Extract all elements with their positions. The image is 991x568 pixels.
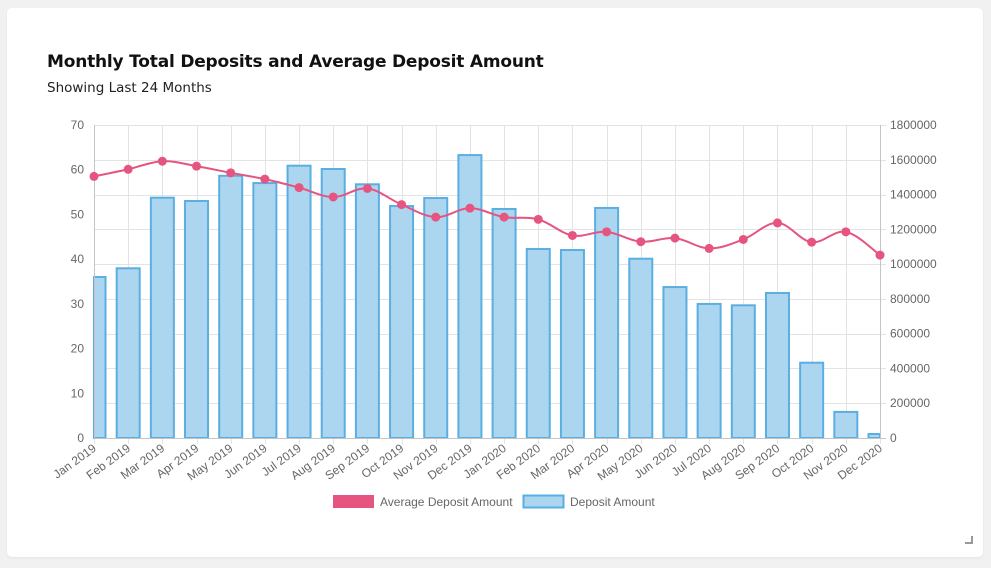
line-point bbox=[397, 200, 407, 210]
bar bbox=[115, 267, 141, 440]
line-point bbox=[533, 214, 543, 224]
bar bbox=[594, 206, 620, 439]
line-point bbox=[89, 171, 99, 181]
line-point bbox=[807, 237, 817, 247]
line-point bbox=[567, 230, 577, 240]
right-axis-tick-label: 1200000 bbox=[890, 222, 937, 236]
left-axis-tick-label: 50 bbox=[71, 207, 85, 221]
right-axis-tick-label: 800000 bbox=[890, 292, 930, 306]
legend-label-average: Average Deposit Amount bbox=[380, 495, 513, 509]
line-point bbox=[123, 164, 133, 174]
line-point bbox=[431, 212, 441, 222]
bar bbox=[833, 410, 859, 439]
bar bbox=[867, 433, 881, 439]
bar-series-deposit-amount bbox=[93, 154, 881, 440]
bar bbox=[559, 249, 585, 439]
bar bbox=[491, 207, 517, 439]
line-path bbox=[93, 160, 881, 256]
bar bbox=[149, 196, 175, 439]
bar bbox=[184, 199, 210, 439]
line-point bbox=[465, 203, 475, 213]
bar bbox=[252, 182, 278, 439]
line-point bbox=[670, 233, 680, 243]
legend-label-deposit: Deposit Amount bbox=[570, 495, 655, 509]
bar bbox=[389, 205, 415, 439]
line-point bbox=[636, 237, 646, 247]
left-axis-tick-label: 30 bbox=[71, 297, 85, 311]
left-axis-tick-label: 60 bbox=[71, 163, 85, 177]
line-point bbox=[192, 161, 202, 171]
line-point bbox=[875, 250, 885, 260]
line-point bbox=[841, 227, 851, 237]
chart-subtitle: Showing Last 24 Months bbox=[47, 80, 212, 96]
right-axis-ticks: 0 200000 400000 600000 800000 1000000 1200000 1… bbox=[890, 118, 937, 445]
line-point bbox=[328, 192, 338, 202]
line-point bbox=[226, 168, 236, 178]
bar bbox=[525, 247, 551, 439]
left-axis-tick-label: 40 bbox=[71, 252, 85, 266]
bar bbox=[662, 286, 688, 440]
bar bbox=[696, 302, 722, 439]
right-axis-tick-label: 1600000 bbox=[890, 153, 937, 167]
legend-item-deposit-amount[interactable]: Deposit Amount bbox=[522, 494, 656, 509]
legend: Average Deposit Amount Deposit Amount bbox=[333, 494, 656, 509]
bar bbox=[423, 197, 449, 439]
right-axis-tick-label: 600000 bbox=[890, 327, 930, 341]
right-axis-tick-label: 400000 bbox=[890, 361, 930, 375]
chart-title: Monthly Total Deposits and Average Depos… bbox=[47, 52, 544, 72]
bar bbox=[218, 174, 244, 440]
bar bbox=[628, 257, 654, 439]
line-point bbox=[704, 243, 714, 253]
line-point bbox=[294, 183, 304, 193]
line-point bbox=[602, 227, 612, 237]
right-axis-tick-label: 0 bbox=[890, 431, 897, 445]
right-axis-tick-label: 1000000 bbox=[890, 257, 937, 271]
bar bbox=[320, 167, 346, 439]
legend-swatch-line bbox=[333, 495, 374, 508]
line-point bbox=[772, 218, 782, 228]
line-point bbox=[362, 183, 372, 193]
legend-item-average-deposit-amount[interactable]: Average Deposit Amount bbox=[333, 495, 513, 509]
legend-swatch-bar bbox=[522, 494, 565, 509]
line-series-average-deposit-amount bbox=[89, 156, 885, 260]
left-axis-tick-label: 70 bbox=[71, 118, 85, 132]
bar bbox=[93, 275, 107, 439]
left-axis-tick-label: 20 bbox=[71, 342, 85, 356]
bar bbox=[764, 291, 790, 439]
right-axis-tick-label: 1800000 bbox=[890, 118, 937, 132]
line-point bbox=[260, 174, 270, 184]
line-point bbox=[738, 234, 748, 244]
line-point bbox=[157, 156, 167, 166]
line-point bbox=[499, 212, 509, 222]
bar bbox=[457, 154, 483, 440]
left-axis-tick-label: 10 bbox=[71, 386, 85, 400]
left-axis-ticks: 0 10 20 30 40 50 60 70 bbox=[71, 118, 85, 445]
bar bbox=[286, 164, 312, 439]
bar bbox=[354, 183, 380, 439]
resize-handle-icon[interactable] bbox=[965, 536, 973, 544]
left-axis-tick-label: 0 bbox=[77, 431, 84, 445]
right-axis-tick-label: 200000 bbox=[890, 396, 930, 410]
bar bbox=[799, 361, 825, 440]
bar bbox=[730, 304, 756, 439]
right-axis-tick-label: 1400000 bbox=[890, 188, 937, 202]
